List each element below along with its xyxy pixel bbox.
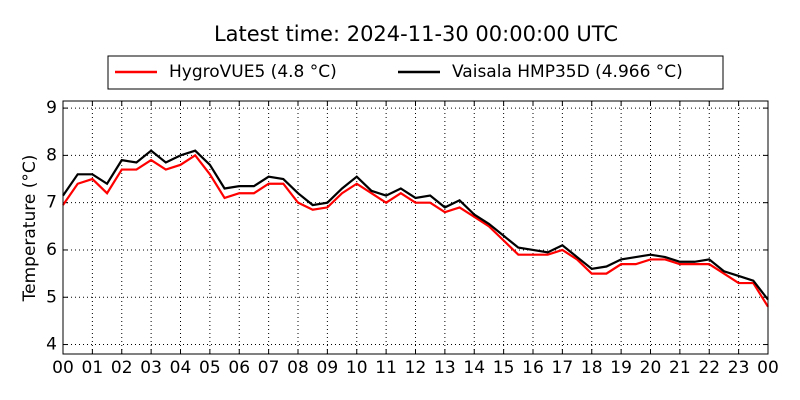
y-tick-label: 7 (46, 193, 57, 213)
x-tick-label: 13 (434, 358, 456, 378)
legend-label: HygroVUE5 (4.8 °C) (169, 62, 337, 82)
legend-label: Vaisala HMP35D (4.966 °C) (452, 62, 683, 82)
series-line (62, 153, 769, 308)
x-tick-label: 17 (552, 358, 574, 378)
x-tick-label: 05 (199, 358, 221, 378)
x-tick-label: 19 (610, 358, 632, 378)
x-tick-label: 18 (581, 358, 603, 378)
x-tick-label: 15 (493, 358, 515, 378)
x-tick-label: 09 (317, 358, 339, 378)
x-tick-label: 03 (140, 358, 162, 378)
x-tick-label: 08 (287, 358, 309, 378)
x-tick-label: 04 (170, 358, 192, 378)
y-tick-label: 8 (46, 145, 57, 165)
y-axis-label: Temperature (°C) (20, 155, 40, 303)
x-tick-label: 01 (82, 358, 104, 378)
x-tick-label: 23 (728, 358, 750, 378)
x-tick-label: 02 (111, 358, 133, 378)
x-tick-label: 22 (698, 358, 720, 378)
x-tick-label: 11 (375, 358, 397, 378)
x-tick-label: 16 (522, 358, 544, 378)
x-tick-label: 10 (346, 358, 368, 378)
y-tick-label: 6 (46, 240, 57, 260)
x-tick-label: 07 (258, 358, 280, 378)
x-tick-label: 14 (463, 358, 485, 378)
plot-frame (62, 100, 769, 355)
x-tick-label: 06 (228, 358, 250, 378)
chart-title: Latest time: 2024-11-30 00:00:00 UTC (214, 22, 618, 46)
x-tick-label: 00 (52, 358, 74, 378)
x-tick-label: 00 (757, 358, 779, 378)
y-tick-label: 4 (46, 335, 57, 355)
series-line (62, 149, 769, 301)
x-tick-label: 12 (405, 358, 427, 378)
x-tick-label: 21 (669, 358, 691, 378)
y-tick-label: 9 (46, 98, 57, 118)
y-tick-label: 5 (46, 287, 57, 307)
x-tick-label: 20 (640, 358, 662, 378)
